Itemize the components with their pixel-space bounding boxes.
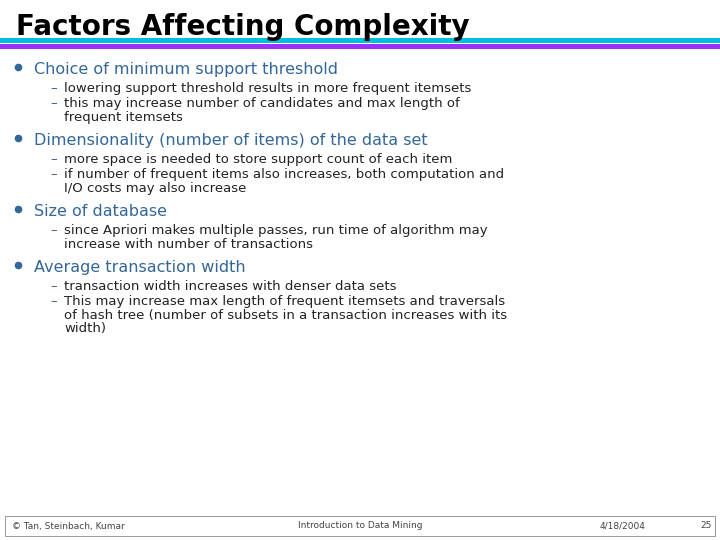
Text: frequent itemsets: frequent itemsets xyxy=(64,111,183,124)
Bar xyxy=(5,516,715,536)
Text: Introduction to Data Mining: Introduction to Data Mining xyxy=(298,522,422,530)
Text: –: – xyxy=(50,168,57,181)
Text: I/O costs may also increase: I/O costs may also increase xyxy=(64,182,246,195)
Text: transaction width increases with denser data sets: transaction width increases with denser … xyxy=(64,280,397,293)
Text: –: – xyxy=(50,82,57,95)
Text: –: – xyxy=(50,153,57,166)
Bar xyxy=(0,38,720,43)
Text: lowering support threshold results in more frequent itemsets: lowering support threshold results in mo… xyxy=(64,82,472,95)
Text: if number of frequent items also increases, both computation and: if number of frequent items also increas… xyxy=(64,168,504,181)
Text: –: – xyxy=(50,97,57,110)
Text: –: – xyxy=(50,224,57,237)
Bar xyxy=(0,44,720,49)
Text: Dimensionality (number of items) of the data set: Dimensionality (number of items) of the … xyxy=(34,133,428,148)
Text: This may increase max length of frequent itemsets and traversals: This may increase max length of frequent… xyxy=(64,295,505,308)
Text: 4/18/2004: 4/18/2004 xyxy=(600,522,646,530)
Text: –: – xyxy=(50,280,57,293)
Text: Size of database: Size of database xyxy=(34,204,167,219)
Text: since Apriori makes multiple passes, run time of algorithm may: since Apriori makes multiple passes, run… xyxy=(64,224,487,237)
Text: 25: 25 xyxy=(700,522,711,530)
Text: more space is needed to store support count of each item: more space is needed to store support co… xyxy=(64,153,452,166)
Text: this may increase number of candidates and max length of: this may increase number of candidates a… xyxy=(64,97,460,110)
Text: width): width) xyxy=(64,322,106,335)
Text: Choice of minimum support threshold: Choice of minimum support threshold xyxy=(34,62,338,77)
Text: Factors Affecting Complexity: Factors Affecting Complexity xyxy=(16,13,469,41)
Text: –: – xyxy=(50,295,57,308)
Text: © Tan, Steinbach, Kumar: © Tan, Steinbach, Kumar xyxy=(12,522,125,530)
Text: of hash tree (number of subsets in a transaction increases with its: of hash tree (number of subsets in a tra… xyxy=(64,309,507,322)
Text: Average transaction width: Average transaction width xyxy=(34,260,246,275)
Text: increase with number of transactions: increase with number of transactions xyxy=(64,238,313,251)
